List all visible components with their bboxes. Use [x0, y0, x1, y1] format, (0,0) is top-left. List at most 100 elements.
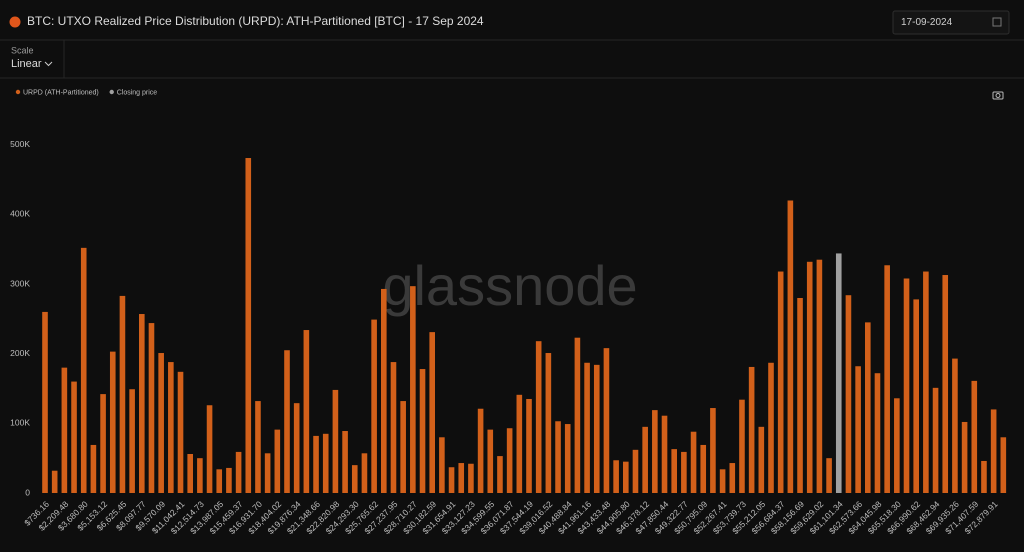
scale-label: Scale	[11, 45, 34, 55]
bar	[748, 366, 755, 493]
bar	[816, 259, 823, 493]
bar	[342, 431, 348, 493]
bar	[584, 362, 590, 493]
date-picker[interactable]	[892, 10, 1010, 35]
bar	[284, 350, 290, 493]
bar	[690, 431, 697, 493]
scale-value[interactable]: Linear	[11, 58, 42, 70]
bar	[361, 453, 368, 493]
bar	[458, 463, 465, 493]
bar	[681, 451, 687, 493]
bar	[894, 398, 900, 493]
camera-lens[interactable]	[995, 93, 1001, 98]
camera-icon[interactable]	[992, 91, 1004, 100]
asset-icon	[9, 16, 21, 28]
bar	[100, 394, 106, 493]
bar	[216, 469, 223, 493]
bar	[400, 401, 406, 493]
bar	[332, 389, 339, 493]
bar	[477, 408, 484, 493]
bar	[981, 460, 987, 493]
bar	[197, 458, 203, 493]
bar	[903, 278, 910, 493]
bar	[468, 463, 474, 493]
bar	[623, 461, 629, 493]
bar	[42, 311, 48, 493]
chart-title: BTC: UTXO Realized Price Distribution (U…	[27, 14, 484, 28]
bar	[729, 463, 736, 493]
bar	[652, 410, 658, 493]
bar	[797, 298, 803, 493]
bar	[874, 373, 881, 493]
bar	[923, 271, 929, 493]
bar	[613, 460, 619, 493]
y-tick-label: 500K	[10, 139, 30, 149]
bar	[739, 399, 745, 493]
date-value[interactable]: 17-09-2024	[901, 17, 953, 28]
bar	[90, 444, 97, 493]
legend-swatch	[109, 89, 114, 95]
bar	[293, 403, 300, 493]
bar	[419, 369, 426, 493]
bar	[245, 158, 252, 493]
bar	[526, 398, 532, 493]
bar	[758, 426, 765, 493]
bar	[303, 330, 310, 493]
bar	[642, 426, 648, 493]
bar	[497, 456, 503, 493]
bar	[264, 453, 271, 493]
bar	[51, 470, 58, 493]
bar	[158, 353, 164, 493]
bar	[109, 351, 116, 493]
bar	[855, 366, 861, 493]
bar	[371, 319, 377, 493]
bar	[313, 435, 319, 493]
bar	[826, 458, 832, 493]
bar	[545, 353, 552, 493]
legend-label: Closing price	[117, 89, 158, 96]
bar	[845, 295, 852, 493]
bar	[351, 465, 358, 493]
bar	[148, 323, 155, 493]
bar	[226, 467, 232, 493]
bar	[593, 364, 600, 493]
bar	[787, 200, 794, 493]
y-tick-label: 100K	[10, 418, 30, 428]
watermark: glassnode	[382, 254, 637, 317]
bar	[1000, 437, 1007, 493]
bar	[235, 451, 242, 493]
bar	[564, 424, 571, 493]
bar	[865, 322, 871, 493]
bar	[506, 428, 513, 493]
calendar-icon[interactable]	[992, 17, 1002, 27]
bar	[139, 314, 145, 493]
bar	[410, 286, 416, 493]
bar	[187, 454, 193, 493]
bar	[71, 381, 77, 493]
bar	[574, 337, 581, 493]
bar	[439, 437, 445, 493]
bar	[932, 387, 939, 493]
bar	[61, 367, 68, 493]
bar	[429, 332, 435, 493]
legend-swatch	[15, 89, 21, 95]
bar	[274, 429, 281, 493]
bar	[168, 362, 174, 493]
bar	[448, 467, 455, 493]
dropdown-arrow[interactable]	[44, 61, 53, 67]
bar	[603, 348, 610, 493]
bar	[952, 358, 958, 493]
bar	[710, 408, 716, 493]
bar	[119, 295, 126, 493]
bar	[768, 362, 774, 493]
bar	[884, 265, 890, 493]
bar	[129, 389, 135, 493]
legend-label: URPD (ATH-Partitioned)	[23, 89, 99, 96]
bar	[516, 394, 523, 493]
bar	[255, 401, 261, 493]
bar	[990, 409, 997, 493]
bar	[700, 444, 707, 493]
bar	[971, 380, 978, 493]
